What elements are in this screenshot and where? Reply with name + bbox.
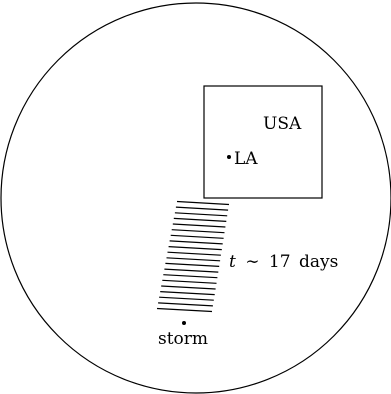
time-relation: ∼ <box>245 252 259 272</box>
wave-front-line <box>170 234 224 239</box>
wave-front-line <box>174 212 228 217</box>
wave-front-line <box>173 217 227 222</box>
wave-front-line <box>162 279 217 284</box>
time-variable: t <box>229 252 236 272</box>
time-unit: days <box>299 252 338 272</box>
wave-front-line <box>159 296 214 301</box>
wave-front-line <box>161 285 216 290</box>
wave-front-line <box>175 206 229 211</box>
wave-front-line <box>164 268 219 273</box>
usa-region-box <box>203 85 323 199</box>
wave-front-line <box>168 246 222 251</box>
wave-fronts <box>156 200 230 313</box>
usa-label: USA <box>263 114 302 134</box>
la-marker <box>227 155 231 159</box>
travel-time-label: t ∼ 17 days <box>229 252 338 272</box>
wave-front-line <box>172 223 226 228</box>
wave-front-line <box>176 200 230 206</box>
wave-front-line <box>163 274 218 279</box>
la-label: LA <box>234 149 258 169</box>
wave-front-line <box>169 240 223 245</box>
wave-front-line <box>165 262 220 267</box>
wave-front-line <box>167 251 221 256</box>
wave-front-line <box>171 229 225 234</box>
storm-label: storm <box>158 329 208 349</box>
wave-front-line <box>158 302 213 307</box>
wave-front-line <box>156 307 213 313</box>
wave-front-line <box>160 291 215 296</box>
wave-front-line <box>166 257 221 262</box>
time-value: 17 <box>269 252 291 272</box>
storm-marker <box>182 321 186 325</box>
